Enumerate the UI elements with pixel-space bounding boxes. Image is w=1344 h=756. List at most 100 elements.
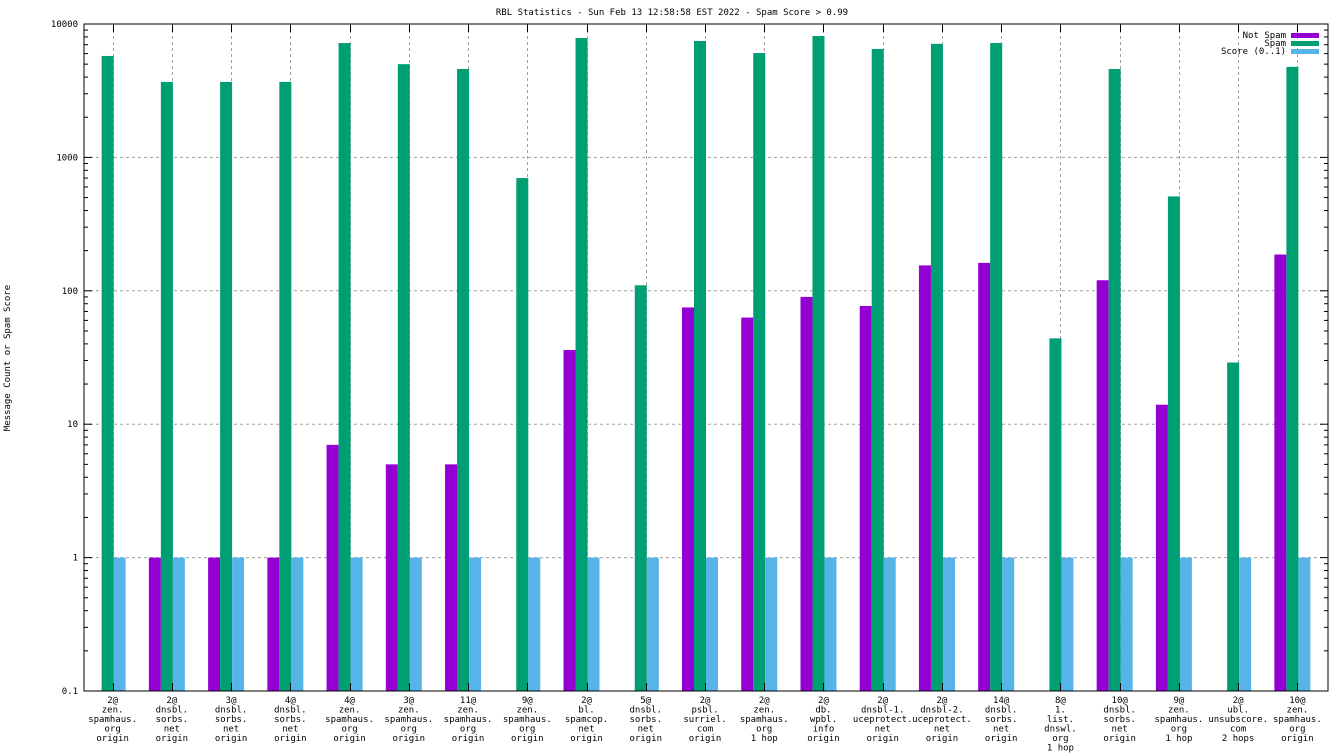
- bar-not-spam-8: [563, 349, 576, 691]
- x-tick-label-line: bl.: [578, 706, 594, 716]
- x-tick-label-line: net: [993, 725, 1009, 735]
- x-tick-label-line: origin: [866, 734, 899, 744]
- bar-spam-0: [101, 55, 114, 691]
- x-tick-label-line: spamhaus.: [503, 715, 552, 725]
- x-tick-label-line: zen.: [102, 706, 124, 716]
- x-tick-label-line: dnsbl-2.: [920, 706, 963, 716]
- bar-spam-19: [1227, 362, 1240, 691]
- x-tick-label-line: sorbs.: [630, 715, 663, 725]
- bar-spam-10: [694, 40, 706, 692]
- y-tick-label: 10: [67, 420, 78, 430]
- x-tick-label-line: zen.: [457, 706, 479, 716]
- x-tick-label-line: sorbs.: [156, 715, 189, 725]
- bar-spam-11: [753, 53, 766, 692]
- x-tick-label: 2@ zen. spamhaus. org 1 hop: [740, 696, 789, 744]
- bar-not-spam-18: [1155, 404, 1168, 691]
- x-tick-label: 4@ zen. spamhaus. org origin: [325, 696, 374, 744]
- x-tick-label-line: dnswl.: [1044, 725, 1077, 735]
- x-tick-label-line: dnsbl.: [985, 706, 1018, 716]
- x-tick-label-line: com: [697, 725, 713, 735]
- x-tick-label-line: com: [1230, 725, 1246, 735]
- bar-spam-4: [338, 43, 351, 691]
- x-tick-label-line: org: [1171, 725, 1187, 735]
- x-tick-label-line: 2@: [581, 696, 592, 706]
- bar-spam-17: [1108, 68, 1121, 692]
- x-tick-label: 2@ bl. spamcop. net origin: [565, 696, 608, 744]
- x-tick-label-line: origin: [985, 734, 1018, 744]
- bar-score-0-1-20: [1298, 557, 1311, 691]
- x-tick-label-line: 10@: [1112, 696, 1129, 706]
- x-tick-label-line: net: [934, 725, 950, 735]
- bar-score-0-1-5: [409, 557, 422, 691]
- bar-spam-14: [930, 43, 943, 691]
- x-tick-label: 9@ zen. spamhaus. org origin: [503, 696, 552, 744]
- x-tick-label-line: zen.: [753, 706, 775, 716]
- bar-spam-5: [397, 64, 410, 691]
- x-tick-label-line: 5@: [640, 696, 651, 706]
- y-axis-label: Message Count or Spam Score: [3, 285, 13, 431]
- x-tick-label-line: origin: [452, 734, 485, 744]
- bar-score-0-1-2: [232, 557, 245, 691]
- x-tick-label-line: zen.: [1168, 706, 1190, 716]
- x-tick-label-line: 4@: [344, 696, 355, 706]
- x-tick-label-line: 1 hop: [751, 734, 778, 744]
- x-tick-label-line: net: [638, 725, 654, 735]
- bar-spam-18: [1167, 196, 1180, 691]
- bar-spam-6: [457, 68, 470, 692]
- x-tick-label-line: dnsbl.: [274, 706, 307, 716]
- bar-score-0-1-12: [824, 557, 837, 691]
- bars: [101, 35, 1311, 692]
- legend-label: Score (0..1): [1221, 47, 1286, 57]
- x-tick-label-line: info: [813, 725, 835, 735]
- x-tick-label-line: 2@: [1233, 696, 1244, 706]
- x-tick-label-line: db.: [815, 706, 831, 716]
- x-tick-label-line: sorbs.: [1103, 715, 1136, 725]
- x-tick-label-line: origin: [630, 734, 663, 744]
- x-tick-label-line: 2@: [877, 696, 888, 706]
- x-tick-label-line: org: [401, 725, 417, 735]
- x-tick-label-line: spamhaus.: [325, 715, 374, 725]
- bar-score-0-1-4: [350, 557, 363, 691]
- x-tick-label-line: origin: [393, 734, 426, 744]
- x-tick-label: 14@ dnsbl. sorbs. net origin: [985, 696, 1018, 744]
- x-tick-label-line: zen.: [398, 706, 420, 716]
- bar-score-0-1-7: [528, 557, 541, 691]
- x-tick-label-line: net: [164, 725, 180, 735]
- x-tick-label-line: org: [756, 725, 772, 735]
- bar-spam-3: [279, 81, 292, 692]
- x-tick-label: 2@ db. wpbl. info origin: [807, 696, 840, 744]
- y-tick-label: 1: [73, 554, 78, 564]
- x-tick-label-line: origin: [156, 734, 189, 744]
- x-tick-label-line: dnsbl-1.: [861, 706, 904, 716]
- x-tick-label-line: net: [282, 725, 298, 735]
- x-tick-label-line: net: [1112, 725, 1128, 735]
- x-tick-label-line: 4@: [285, 696, 296, 706]
- chart-title: RBL Statistics - Sun Feb 13 12:58:58 EST…: [496, 8, 848, 18]
- x-tick-label: 10@ dnsbl. sorbs. net origin: [1103, 696, 1136, 744]
- x-tick-label-line: spamhaus.: [444, 715, 493, 725]
- legend-label: Spam: [1264, 39, 1286, 49]
- bar-not-spam-13: [859, 305, 872, 691]
- x-tick-label-line: org: [1052, 734, 1068, 744]
- bar-score-0-1-8: [587, 557, 600, 691]
- bar-score-0-1-19: [1239, 557, 1252, 691]
- bar-spam-7: [516, 178, 529, 692]
- y-tick-label: 10000: [51, 20, 78, 30]
- y-tick-label: 100: [62, 287, 78, 297]
- bar-score-0-1-9: [646, 557, 659, 691]
- bar-not-spam-12: [800, 296, 813, 691]
- x-tick-label-line: dnsbl.: [1103, 706, 1136, 716]
- x-tick-label: 3@ dnsbl. sorbs. net origin: [215, 696, 248, 744]
- x-tick-label-line: origin: [1103, 734, 1136, 744]
- legend-label: Not Spam: [1243, 31, 1286, 41]
- x-tick-label-line: spamhaus.: [1273, 715, 1322, 725]
- bar-score-0-1-14: [942, 557, 955, 691]
- x-tick-label-line: 11@: [460, 696, 477, 706]
- bar-not-spam-1: [148, 557, 161, 691]
- x-tick-label-line: 3@: [403, 696, 414, 706]
- x-tick-label: 2@ zen. spamhaus. org origin: [88, 696, 137, 744]
- legend-swatch: [1291, 41, 1319, 46]
- x-tick-label-line: 2@: [107, 696, 118, 706]
- bar-spam-9: [634, 285, 647, 691]
